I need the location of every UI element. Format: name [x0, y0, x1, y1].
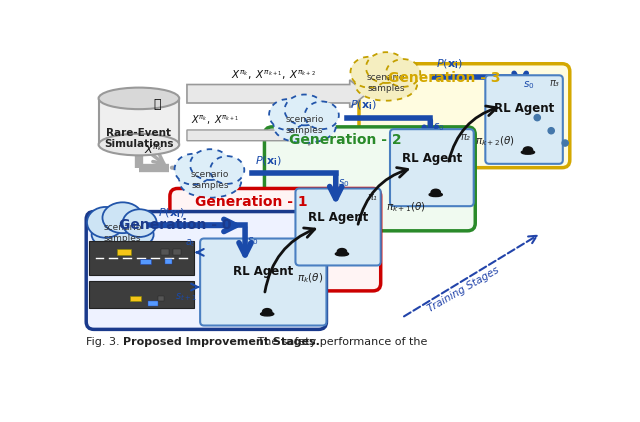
Bar: [90, 241, 194, 276]
FancyBboxPatch shape: [485, 75, 563, 164]
FancyBboxPatch shape: [264, 127, 476, 231]
Ellipse shape: [429, 193, 442, 197]
Bar: [99, 98, 179, 145]
Text: $P(\mathbf{x_i})$: $P(\mathbf{x_i})$: [157, 206, 184, 220]
Circle shape: [534, 114, 540, 121]
Bar: [140, 259, 151, 264]
Ellipse shape: [335, 252, 349, 256]
Text: π₃: π₃: [549, 78, 559, 88]
Text: RL Agent: RL Agent: [308, 211, 368, 224]
Text: The safety performance of the: The safety performance of the: [254, 337, 428, 347]
Ellipse shape: [285, 95, 325, 125]
Text: $s_0$: $s_0$: [433, 122, 444, 133]
Text: $a_t$: $a_t$: [186, 238, 196, 249]
Ellipse shape: [210, 156, 244, 184]
Ellipse shape: [92, 219, 154, 251]
Text: scenario
samples: scenario samples: [191, 170, 229, 190]
Ellipse shape: [175, 154, 212, 184]
Text: RL Agent: RL Agent: [233, 265, 293, 278]
Text: $s_0$: $s_0$: [248, 235, 259, 247]
Text: $s_0$: $s_0$: [524, 79, 535, 91]
Ellipse shape: [99, 88, 179, 109]
Ellipse shape: [386, 59, 420, 87]
Bar: [131, 295, 141, 301]
Ellipse shape: [269, 99, 307, 130]
Polygon shape: [187, 125, 320, 145]
Text: RL Agent: RL Agent: [494, 103, 554, 116]
Text: $P(\mathbf{x_i})$: $P(\mathbf{x_i})$: [436, 58, 463, 71]
Text: $\pi_k(\theta)$: $\pi_k(\theta)$: [297, 271, 323, 285]
Ellipse shape: [351, 57, 388, 88]
Ellipse shape: [366, 52, 406, 83]
FancyBboxPatch shape: [86, 211, 326, 330]
Bar: [157, 296, 164, 301]
Text: $X^{\pi_k},\ X^{\pi_{k+1}},\ X^{\pi_{k+2}}$: $X^{\pi_k},\ X^{\pi_{k+1}},\ X^{\pi_{k+2…: [231, 69, 316, 82]
Ellipse shape: [179, 165, 241, 198]
Text: scenario
samples: scenario samples: [367, 73, 405, 93]
Bar: [161, 249, 169, 255]
Circle shape: [548, 127, 554, 134]
Text: scenario
samples: scenario samples: [104, 223, 142, 243]
FancyBboxPatch shape: [296, 189, 381, 265]
Text: $\pi_{k+2}(\theta)$: $\pi_{k+2}(\theta)$: [476, 135, 515, 149]
Ellipse shape: [190, 149, 230, 180]
Circle shape: [562, 140, 568, 146]
Ellipse shape: [274, 111, 336, 143]
Ellipse shape: [102, 202, 143, 233]
Ellipse shape: [260, 312, 274, 316]
Ellipse shape: [524, 147, 532, 153]
Polygon shape: [187, 80, 367, 108]
Bar: [148, 301, 157, 306]
Bar: [165, 259, 172, 264]
FancyBboxPatch shape: [359, 64, 570, 168]
Bar: [173, 249, 180, 255]
Ellipse shape: [337, 249, 347, 255]
Text: π₁: π₁: [367, 192, 377, 202]
Text: $\pi_{k+1}(\theta)$: $\pi_{k+1}(\theta)$: [386, 200, 426, 214]
Text: scenario
samples: scenario samples: [285, 115, 324, 135]
Text: π₂: π₂: [460, 132, 470, 142]
Text: $P(\mathbf{x_i})$: $P(\mathbf{x_i})$: [255, 154, 282, 168]
Ellipse shape: [87, 207, 124, 238]
Text: $s_{t+1}$: $s_{t+1}$: [175, 292, 196, 303]
Ellipse shape: [522, 150, 534, 154]
Text: $P(\mathbf{x_i})$: $P(\mathbf{x_i})$: [349, 99, 376, 112]
Text: 🦇: 🦇: [154, 98, 161, 111]
Text: π₀: π₀: [313, 242, 323, 252]
Bar: [117, 249, 131, 255]
Bar: [90, 281, 194, 308]
Text: Generation - 3: Generation - 3: [388, 71, 501, 85]
Text: $X^{\pi_k},\ X^{\pi_{k+1}}$: $X^{\pi_k},\ X^{\pi_{k+1}}$: [191, 114, 239, 127]
Ellipse shape: [431, 189, 440, 195]
Text: Generation - 1: Generation - 1: [195, 195, 307, 208]
Text: Training Stages: Training Stages: [426, 265, 501, 314]
Text: Generation - 2: Generation - 2: [289, 133, 402, 147]
FancyBboxPatch shape: [390, 129, 474, 206]
Ellipse shape: [262, 308, 272, 315]
Ellipse shape: [305, 101, 339, 129]
Text: Generation - 0: Generation - 0: [119, 218, 231, 232]
Text: Rare-Event
Simulations: Rare-Event Simulations: [104, 127, 173, 149]
Ellipse shape: [123, 209, 157, 237]
Text: RL Agent: RL Agent: [402, 152, 462, 165]
Ellipse shape: [355, 68, 417, 101]
FancyBboxPatch shape: [200, 238, 326, 325]
Text: U: U: [151, 245, 159, 255]
Text: Proposed Improvement Stages.: Proposed Improvement Stages.: [123, 337, 319, 347]
Ellipse shape: [99, 134, 179, 155]
Text: $s_0$: $s_0$: [338, 177, 349, 189]
FancyBboxPatch shape: [170, 189, 381, 291]
Text: $X^{\pi_k}$: $X^{\pi_k}$: [143, 142, 163, 156]
Text: Fig. 3.: Fig. 3.: [86, 337, 120, 347]
